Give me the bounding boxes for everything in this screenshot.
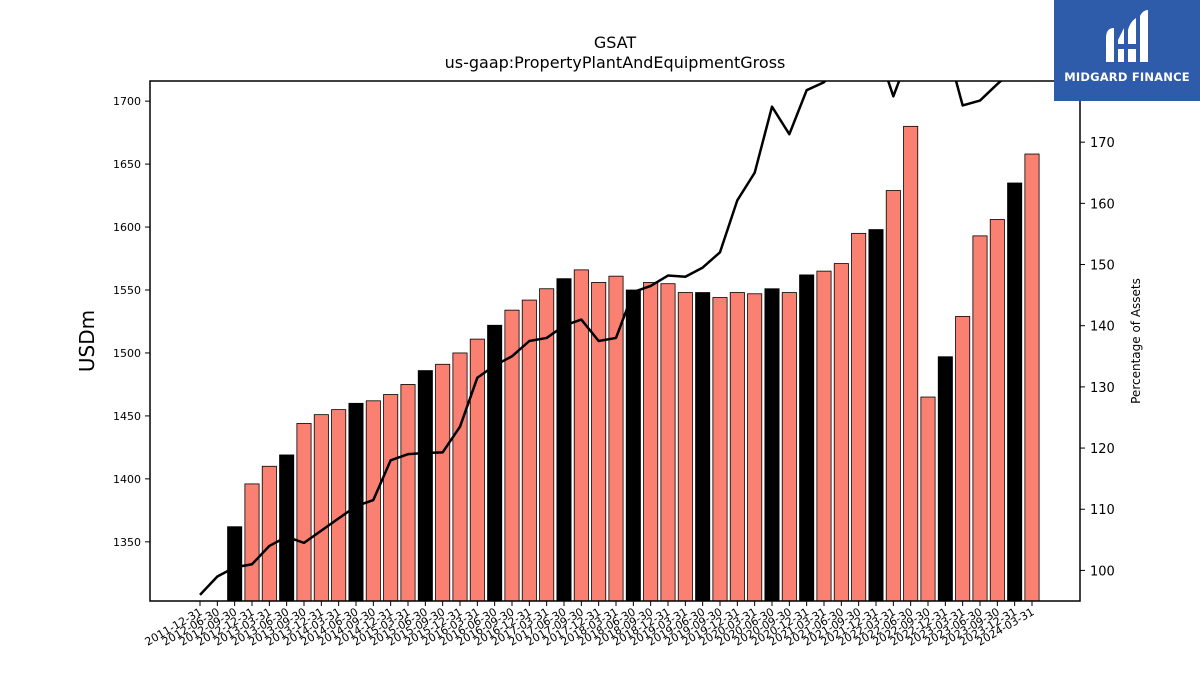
bar-2020-03-31	[747, 293, 763, 602]
x-axis: 2011-12-312012-06-302012-09-302012-12-31…	[143, 601, 1037, 649]
bar-2013-12-31	[313, 414, 329, 602]
bar-2013-09-30	[296, 423, 312, 602]
bar-2019-06-30	[695, 292, 711, 602]
bar-2014-06-30	[348, 402, 364, 602]
bar-2018-06-30	[625, 289, 641, 602]
bar-2016-09-30	[504, 309, 520, 602]
bar-2021-03-31	[816, 270, 832, 602]
bar-2023-12-31	[1007, 182, 1023, 602]
bar-2020-09-30	[781, 292, 797, 602]
chart-title: GSAT	[593, 33, 637, 52]
series-line-percentage-of-assets	[199, 81, 1003, 596]
y2-tick-label: 170	[1090, 136, 1115, 151]
bar-2022-09-30	[920, 396, 936, 602]
bar-2012-12-31	[244, 483, 260, 602]
bar-2018-12-31	[660, 283, 676, 602]
y2-tick-label: 100	[1090, 564, 1115, 579]
bar-2013-03-31	[261, 465, 277, 602]
bar-2015-09-30	[435, 363, 451, 602]
bar-2022-12-31	[937, 356, 953, 602]
bar-2014-12-31	[383, 394, 399, 602]
y2-axis-label: Percentage of Assets	[1129, 278, 1143, 404]
y2-tick-label: 110	[1090, 503, 1115, 518]
bar-2015-03-31	[400, 384, 416, 602]
y-tick-label: 1550	[113, 284, 141, 297]
bar-2022-03-31	[885, 190, 901, 602]
y2-tick-label: 130	[1090, 381, 1115, 396]
y2-tick-label: 160	[1090, 197, 1115, 212]
plot-frame	[149, 80, 1081, 602]
bar-2015-06-30	[417, 370, 433, 602]
bar-2020-06-30	[764, 288, 780, 602]
bar-2023-03-31	[955, 316, 971, 602]
brand-logo: MIDGARD FINANCE	[1054, 0, 1200, 101]
chart-subtitle: us-gaap:PropertyPlantAndEquipmentGross	[444, 53, 786, 72]
bar-2018-09-30	[643, 282, 659, 602]
bar-2022-06-30	[903, 125, 919, 602]
y2-tick-label: 140	[1090, 320, 1115, 335]
y2-tick-label: 120	[1090, 442, 1115, 457]
bar-2021-06-30	[833, 263, 849, 602]
bar-2013-06-30	[279, 454, 295, 602]
bar-2021-12-31	[868, 229, 884, 602]
y-tick-label: 1700	[113, 95, 141, 108]
y-tick-label: 1450	[113, 410, 141, 423]
bar-2015-12-31	[452, 352, 468, 602]
bar-2014-03-31	[331, 409, 347, 602]
y2-tick-label: 150	[1090, 259, 1115, 274]
bar-2019-09-30	[712, 297, 728, 602]
y-tick-label: 1600	[113, 221, 141, 234]
y-axis-right: 100 110 120 130 140 150 160 170	[1080, 136, 1115, 579]
bar-2012-09-30	[227, 526, 243, 602]
y-axis-left: 1350 1400 1450 1500 1550 1600 1650 1700	[113, 95, 150, 549]
y-tick-label: 1400	[113, 473, 141, 486]
y-axis-label: USDm	[75, 310, 99, 372]
y-tick-label: 1650	[113, 158, 141, 171]
logo-text: MIDGARD FINANCE	[1064, 70, 1190, 84]
bar-2024-03-31	[1024, 153, 1040, 602]
bar-2019-12-31	[729, 292, 745, 602]
bars-layer	[227, 125, 1040, 602]
bar-2019-03-31	[677, 292, 693, 602]
bar-2021-09-30	[851, 232, 867, 602]
bar-2023-09-30	[989, 219, 1005, 602]
bar-2023-06-30	[972, 235, 988, 602]
y-tick-label: 1500	[113, 347, 141, 360]
logo-mark-icon	[1106, 10, 1148, 62]
line-layer	[199, 81, 1003, 596]
bar-2020-12-31	[799, 274, 815, 602]
bar-2017-12-31	[591, 282, 607, 602]
y-tick-label: 1350	[113, 536, 141, 549]
